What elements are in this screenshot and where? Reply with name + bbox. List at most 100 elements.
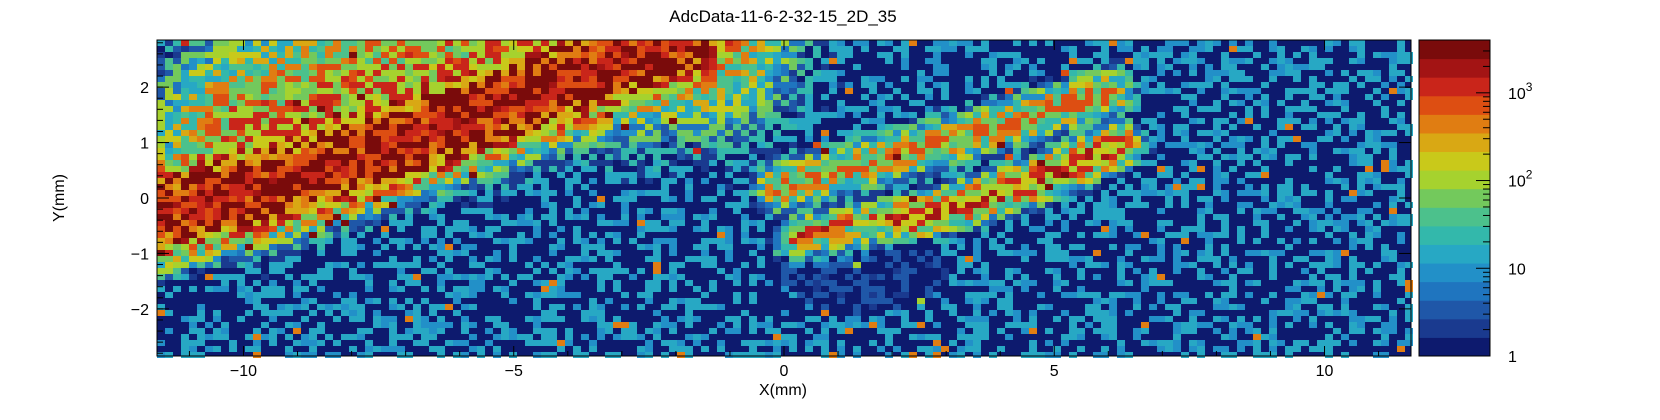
heatmap-cell xyxy=(765,208,773,214)
heatmap-cell xyxy=(173,118,181,124)
heatmap-cell xyxy=(501,220,509,226)
heatmap-cell xyxy=(1133,130,1141,136)
heatmap-cell xyxy=(269,202,277,208)
heatmap-cell xyxy=(205,106,213,112)
heatmap-cell xyxy=(1397,166,1405,172)
heatmap-cell xyxy=(333,94,341,100)
heatmap-cell xyxy=(789,244,797,250)
heatmap-cell xyxy=(1085,124,1093,130)
heatmap-cell xyxy=(1197,178,1205,184)
heatmap-cell xyxy=(965,316,973,322)
heatmap-cell xyxy=(1021,184,1029,190)
heatmap-cell xyxy=(573,268,581,274)
heatmap-cell xyxy=(221,40,229,46)
heatmap-cell xyxy=(981,76,989,82)
heatmap-cell xyxy=(693,94,701,100)
heatmap-cell xyxy=(165,136,173,142)
heatmap-cell xyxy=(317,94,325,100)
heatmap-cell xyxy=(429,100,437,106)
heatmap-cell xyxy=(613,82,621,88)
heatmap-cell xyxy=(1029,64,1037,70)
heatmap-cell xyxy=(461,160,469,166)
heatmap-cell xyxy=(541,316,549,322)
heatmap-cell xyxy=(237,118,245,124)
heatmap-cell xyxy=(1173,106,1181,112)
heatmap-cell xyxy=(925,316,933,322)
heatmap-cell xyxy=(517,52,525,58)
heatmap-cell xyxy=(805,298,813,304)
heatmap-cell xyxy=(845,130,853,136)
heatmap-cell xyxy=(861,196,869,202)
heatmap-cell xyxy=(629,76,637,82)
heatmap-cell xyxy=(917,304,925,310)
heatmap-cell xyxy=(445,250,453,256)
heatmap-cell xyxy=(1317,82,1325,88)
heatmap-cell xyxy=(325,52,333,58)
heatmap-cell xyxy=(1021,136,1029,142)
heatmap-cell xyxy=(477,154,485,160)
heatmap-cell xyxy=(805,82,813,88)
heatmap-cell xyxy=(1093,154,1101,160)
heatmap-cell xyxy=(741,190,749,196)
heatmap-cell xyxy=(453,142,461,148)
heatmap-cell xyxy=(1045,136,1053,142)
heatmap-cell xyxy=(917,190,925,196)
heatmap-cell xyxy=(189,58,197,64)
heatmap-cell xyxy=(1005,274,1013,280)
heatmap-cell xyxy=(1173,58,1181,64)
heatmap-cell xyxy=(653,136,661,142)
heatmap-cell xyxy=(941,202,949,208)
heatmap-cell xyxy=(757,124,765,130)
heatmap-cell xyxy=(173,88,181,94)
heatmap-cell xyxy=(837,256,845,262)
heatmap-cell xyxy=(365,208,373,214)
heatmap-cell xyxy=(933,226,941,232)
heatmap-cell xyxy=(1013,82,1021,88)
heatmap-cell xyxy=(261,172,269,178)
heatmap-cell xyxy=(709,88,717,94)
heatmap-cell xyxy=(221,136,229,142)
heatmap-cell xyxy=(533,280,541,286)
heatmap-cell xyxy=(1013,52,1021,58)
heatmap-cell xyxy=(357,220,365,226)
heatmap-cell xyxy=(1005,202,1013,208)
heatmap-cell xyxy=(245,64,253,70)
heatmap-cell xyxy=(237,76,245,82)
heatmap-cell xyxy=(317,106,325,112)
heatmap-cell xyxy=(1253,100,1261,106)
heatmap-cell xyxy=(429,226,437,232)
heatmap-cell xyxy=(525,166,533,172)
heatmap-cell xyxy=(1037,292,1045,298)
heatmap-cell xyxy=(1261,250,1269,256)
heatmap-cell xyxy=(805,226,813,232)
heatmap-cell xyxy=(1085,220,1093,226)
heatmap-cell xyxy=(1357,220,1365,226)
heatmap-cell xyxy=(373,160,381,166)
heatmap-cell xyxy=(309,310,317,316)
heatmap-cell xyxy=(1189,298,1197,304)
heatmap-cell xyxy=(1365,190,1373,196)
heatmap-cell xyxy=(261,40,269,46)
heatmap-cell xyxy=(709,148,717,154)
heatmap-cell xyxy=(261,274,269,280)
heatmap-cell xyxy=(285,46,293,52)
heatmap-cell xyxy=(1237,160,1245,166)
heatmap-cell xyxy=(1133,298,1141,304)
heatmap-cell xyxy=(349,40,357,46)
heatmap-cell xyxy=(197,82,205,88)
heatmap-cell xyxy=(1037,178,1045,184)
heatmap-cell xyxy=(1277,52,1285,58)
heatmap-cell xyxy=(1005,70,1013,76)
heatmap-cell xyxy=(885,166,893,172)
heatmap-cell xyxy=(461,202,469,208)
heatmap-cell xyxy=(429,142,437,148)
heatmap-cell xyxy=(1117,106,1125,112)
heatmap-cell xyxy=(1005,220,1013,226)
heatmap-cell xyxy=(485,46,493,52)
heatmap-cell xyxy=(309,46,317,52)
heatmap-cell xyxy=(405,298,413,304)
heatmap-cell xyxy=(173,184,181,190)
heatmap-cell xyxy=(237,136,245,142)
heatmap-cell xyxy=(581,88,589,94)
heatmap-cell xyxy=(525,160,533,166)
